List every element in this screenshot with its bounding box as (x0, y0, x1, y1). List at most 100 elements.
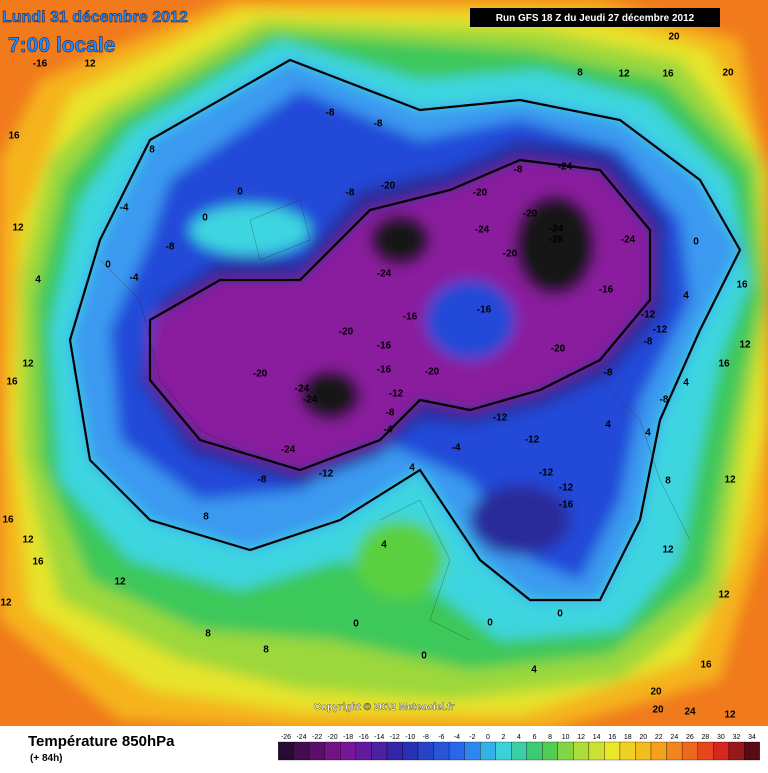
scale-box (402, 741, 419, 761)
contour-label: 8 (203, 512, 209, 523)
contour-label: 20 (650, 687, 662, 698)
contour-label: 16 (662, 69, 674, 80)
contour-label: -16 (477, 305, 492, 316)
scale-box (573, 741, 590, 761)
contour-label: -8 (258, 475, 267, 486)
scale-box (278, 741, 294, 761)
scale-box (542, 741, 558, 761)
contour-label: 0 (421, 651, 427, 662)
scale-box (464, 741, 481, 761)
contour-label: -12 (539, 468, 554, 479)
contour-label: -8 (644, 337, 653, 348)
contour-label: -12 (641, 310, 656, 321)
contour-label: 4 (683, 291, 689, 302)
contour-label: 0 (202, 213, 208, 224)
contour-label: -8 (326, 108, 335, 119)
run-box (470, 8, 720, 27)
contour-label: 8 (577, 68, 583, 79)
contour-label: -8 (346, 188, 355, 199)
color-scale: -26 -24 -22 -20 -18 -16 -14 -12 -10 -8 -6 -4 -2 0 2 4 6 8… (278, 734, 760, 761)
contour-label: 8 (263, 645, 269, 656)
contour-label: -12 (559, 483, 574, 494)
scale-box (371, 741, 388, 761)
scale-box (480, 741, 496, 761)
contour-label: -12 (389, 389, 404, 400)
scale-box (604, 741, 621, 761)
contour-label: -20 (253, 369, 268, 380)
contour-label: 16 (6, 377, 18, 388)
contour-label: 4 (605, 420, 611, 431)
contour-label: -16 (403, 312, 418, 323)
scale-label: 18 (624, 734, 632, 741)
scale-label: 2 (502, 734, 506, 741)
contour-label: -20 (551, 344, 566, 355)
scale-label: -18 (343, 734, 353, 741)
scale-label: 24 (670, 734, 678, 741)
contour-label: -24 (295, 384, 310, 395)
scale-label: -4 (454, 734, 460, 741)
run-info: Run GFS 18 Z du Jeudi 27 décembre 2012 (496, 13, 695, 24)
contour-label: 0 (353, 619, 359, 630)
scale-box (309, 741, 325, 761)
scale-label: -20 (328, 734, 338, 741)
scale-label: 0 (486, 734, 490, 741)
contour-label: -20 (473, 188, 488, 199)
contour-label: 12 (12, 223, 24, 234)
contour-label: 12 (718, 590, 730, 601)
scale-box (728, 741, 745, 761)
scale-label: 10 (562, 734, 570, 741)
scale-label: -2 (469, 734, 475, 741)
contour-label: -16 (33, 59, 48, 70)
local-time: 7:00 locale (8, 34, 115, 57)
scale-box (744, 741, 760, 761)
contour-label: -4 (384, 425, 393, 436)
contour-label: -16 (377, 341, 392, 352)
contour-label: 12 (84, 59, 96, 70)
scale-label: 28 (702, 734, 710, 741)
scale-box (386, 741, 403, 761)
contour-label: 0 (237, 187, 243, 198)
contour-label: -12 (493, 413, 508, 424)
contour-label: 0 (693, 237, 699, 248)
scale-label: 8 (548, 734, 552, 741)
footer-title: Température 850hPa (28, 733, 175, 750)
scale-label: -8 (423, 734, 429, 741)
scale-label: -10 (405, 734, 415, 741)
scale-box (697, 741, 714, 761)
contour-label: -8 (386, 408, 395, 419)
scale-box (526, 741, 543, 761)
date: Lundi 31 décembre 2012 (2, 9, 188, 26)
copyright: Copyright © 2012 Meteociel.fr (314, 702, 455, 713)
scale-box (293, 741, 310, 761)
scale-box (495, 741, 512, 761)
contour-label: 12 (114, 577, 126, 588)
contour-label: 16 (700, 660, 712, 671)
scale-label: -14 (374, 734, 384, 741)
contour-label: -12 (525, 435, 540, 446)
scale-label: 20 (639, 734, 647, 741)
contour-label: 16 (736, 280, 748, 291)
scale-box (588, 741, 605, 761)
contour-label: 16 (718, 359, 730, 370)
contour-label: 8 (149, 145, 155, 156)
contour-label: 16 (2, 515, 14, 526)
contour-label: -4 (130, 273, 139, 284)
scale-box (619, 741, 636, 761)
contour-label: 4 (645, 428, 651, 439)
scale-box (681, 741, 698, 761)
scale-box (650, 741, 667, 761)
contour-label: 4 (683, 378, 689, 389)
scale-box (340, 741, 357, 761)
contour-label: -4 (120, 203, 129, 214)
contour-label: -12 (653, 325, 668, 336)
contour-lines (68, 58, 742, 602)
contour-label: -20 (503, 249, 518, 260)
contour-label: -20 (425, 367, 440, 378)
contour-label: -24 (377, 269, 392, 280)
contour-label: -16 (559, 500, 574, 511)
contour-label: 12 (22, 535, 34, 546)
scale-label: 22 (655, 734, 663, 741)
scale-label: 26 (686, 734, 694, 741)
contour-label: -8 (374, 119, 383, 130)
